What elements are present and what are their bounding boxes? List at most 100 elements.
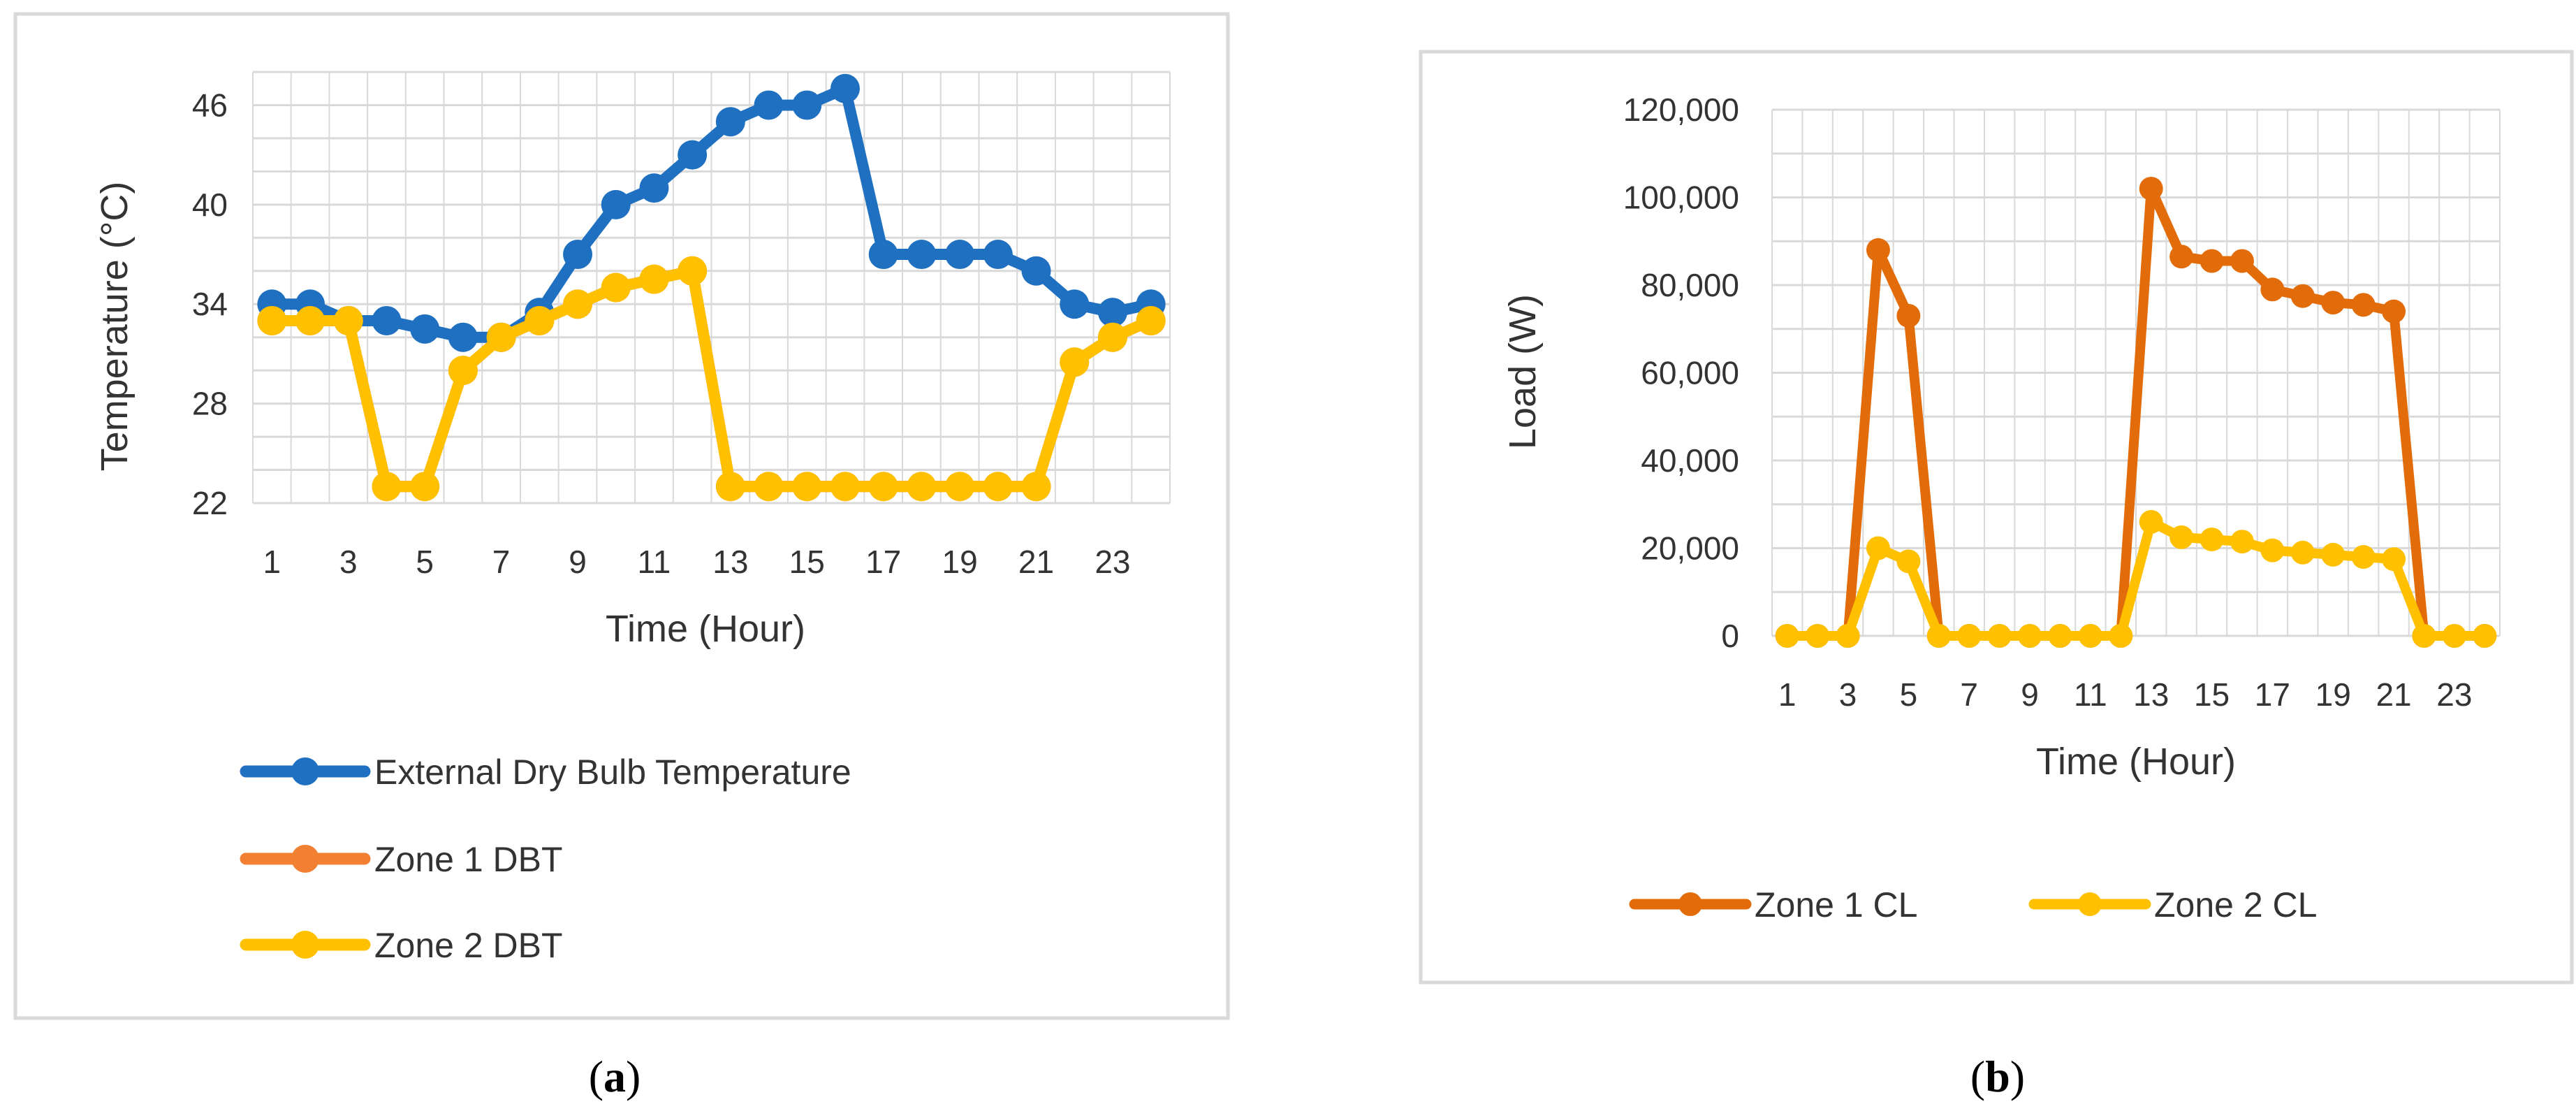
panel-b-x-tick-label: 19 [2315, 676, 2351, 713]
data-point-external-dry-bulb-temperature [715, 107, 745, 137]
data-point-zone-2-cl [2048, 624, 2072, 648]
legend-marker-zone2-cl [2078, 892, 2102, 916]
data-point-zone-2-cl [2321, 542, 2346, 567]
caption-a-open: ( [589, 1052, 603, 1101]
data-point-external-dry-bulb-temperature [1097, 298, 1127, 328]
data-point-zone-2-cl [1957, 624, 1982, 648]
data-point-zone-2-cl [2290, 540, 2315, 565]
data-point-zone-1-cl [1866, 238, 1890, 262]
panel-b-x-axis-title: Time (Hour) [2036, 741, 2236, 783]
legend-label-zone1-dbt: Zone 1 DBT [374, 840, 563, 879]
legend-label-zone2-dbt: Zone 2 DBT [374, 926, 563, 965]
panel-b-y-tick-label: 60,000 [1641, 355, 1739, 391]
panel-b-y-tick-label: 120,000 [1623, 92, 1739, 128]
data-point-zone-1-cl [2139, 176, 2163, 201]
data-point-external-dry-bulb-temperature [563, 240, 593, 270]
data-point-zone-2-cl [2169, 525, 2194, 549]
data-point-zone-2-dbt [1060, 347, 1090, 377]
data-point-zone-2-cl [1866, 536, 1890, 560]
data-point-zone-2-cl [2139, 509, 2163, 534]
data-point-zone-2-dbt [678, 256, 708, 286]
data-point-zone-2-cl [2018, 624, 2042, 648]
data-point-zone-2-cl [1987, 624, 2012, 648]
data-point-external-dry-bulb-temperature [792, 90, 822, 120]
data-point-zone-2-cl [2473, 624, 2497, 648]
panel-b-x-tick-label: 23 [2436, 676, 2472, 713]
legend-marker-zone1-dbt [291, 845, 319, 873]
panel-b-x-tick-label: 9 [2021, 676, 2039, 713]
panel-b-y-axis-title: Load (W) [1502, 294, 1544, 449]
panel-a-y-tick-label: 46 [192, 87, 228, 123]
panel-b-x-tick-label: 5 [1900, 676, 1918, 713]
panel-a-x-tick-label: 17 [865, 544, 901, 580]
data-point-zone-1-cl [2290, 284, 2315, 308]
panel-a-x-tick-label: 21 [1018, 544, 1054, 580]
panel-b-x-tick-label: 1 [1778, 676, 1796, 713]
legend-item-zone1-dbt: Zone 1 DBT [240, 840, 563, 879]
data-point-external-dry-bulb-temperature [1021, 256, 1051, 286]
data-point-external-dry-bulb-temperature [372, 305, 402, 335]
data-point-zone-2-dbt [639, 264, 669, 294]
data-point-zone-2-cl [2412, 624, 2436, 648]
legend-marker-zone2-dbt [291, 931, 319, 959]
panel-a-frame [13, 12, 1230, 1020]
panel-a-x-tick-label: 19 [942, 544, 978, 580]
panel-a-x-tick-label: 3 [339, 544, 358, 580]
data-point-zone-2-dbt [1097, 322, 1127, 352]
legend-marker-external-dbt [291, 757, 319, 785]
panel-b-y-tick-label: 0 [1721, 618, 1739, 654]
data-point-zone-2-cl [2442, 624, 2466, 648]
panel-b-y-tick-label: 40,000 [1641, 442, 1739, 479]
caption-b-letter: b [1985, 1052, 2010, 1101]
panel-a-x-tick-label: 9 [569, 544, 587, 580]
panel-b-x-tick-label: 15 [2194, 676, 2230, 713]
data-point-zone-2-cl [2109, 624, 2133, 648]
data-point-zone-2-dbt [907, 472, 937, 502]
data-point-zone-2-dbt [754, 472, 784, 502]
data-point-zone-1-cl [2260, 277, 2285, 302]
panel-b-x-tick-label: 13 [2133, 676, 2169, 713]
data-point-zone-2-dbt [448, 356, 478, 386]
panel-b-x-tick-label: 3 [1839, 676, 1857, 713]
caption-a-letter: a [603, 1052, 626, 1101]
data-point-external-dry-bulb-temperature [830, 73, 860, 103]
data-point-zone-2-dbt [945, 472, 975, 502]
panel-b-x-tick-label: 17 [2255, 676, 2290, 713]
data-point-zone-1-cl [1896, 303, 1921, 328]
panel-b-legend: Zone 1 CL Zone 2 CL [1629, 885, 2317, 924]
data-point-zone-2-cl [2260, 538, 2285, 562]
panel-a-x-tick-label: 7 [492, 544, 511, 580]
data-point-zone-2-cl [2382, 547, 2406, 572]
panel-a-y-tick-label: 40 [192, 187, 228, 223]
data-point-zone-2-dbt [295, 305, 325, 335]
data-point-zone-2-cl [2078, 624, 2102, 648]
data-point-zone-2-dbt [333, 305, 363, 335]
panel-b-y-tick-label: 100,000 [1623, 180, 1739, 216]
data-point-zone-2-dbt [525, 305, 555, 335]
data-point-external-dry-bulb-temperature [945, 240, 975, 270]
data-point-zone-2-cl [1806, 624, 1830, 648]
data-point-zone-1-cl [2351, 293, 2376, 317]
panel-a-y-tick-label: 34 [192, 286, 228, 322]
caption-b-close: ) [2010, 1052, 2025, 1101]
legend-label-zone2-cl: Zone 2 CL [2154, 885, 2317, 924]
caption-b: (b) [1970, 1052, 2025, 1101]
data-point-zone-2-cl [2351, 545, 2376, 569]
data-point-zone-2-cl [2200, 527, 2224, 551]
caption-a-close: ) [626, 1052, 641, 1101]
panel-a-x-tick-label: 13 [712, 544, 748, 580]
data-point-zone-2-dbt [792, 472, 822, 502]
data-point-zone-2-dbt [601, 273, 631, 303]
data-point-zone-2-cl [1836, 624, 1860, 648]
data-point-zone-2-dbt [868, 472, 898, 502]
legend-item-zone1-cl: Zone 1 CL [1629, 885, 1917, 924]
data-point-zone-2-dbt [1021, 472, 1051, 502]
data-point-external-dry-bulb-temperature [410, 314, 440, 344]
legend-label-external-dbt: External Dry Bulb Temperature [374, 753, 851, 792]
panel-a-y-axis-title: Temperature (°C) [94, 182, 136, 472]
legend-label-zone1-cl: Zone 1 CL [1755, 885, 1917, 924]
data-point-zone-2-dbt [715, 472, 745, 502]
panel-a-x-axis-title: Time (Hour) [606, 608, 805, 650]
panel-a-x-tick-label: 11 [638, 544, 671, 580]
